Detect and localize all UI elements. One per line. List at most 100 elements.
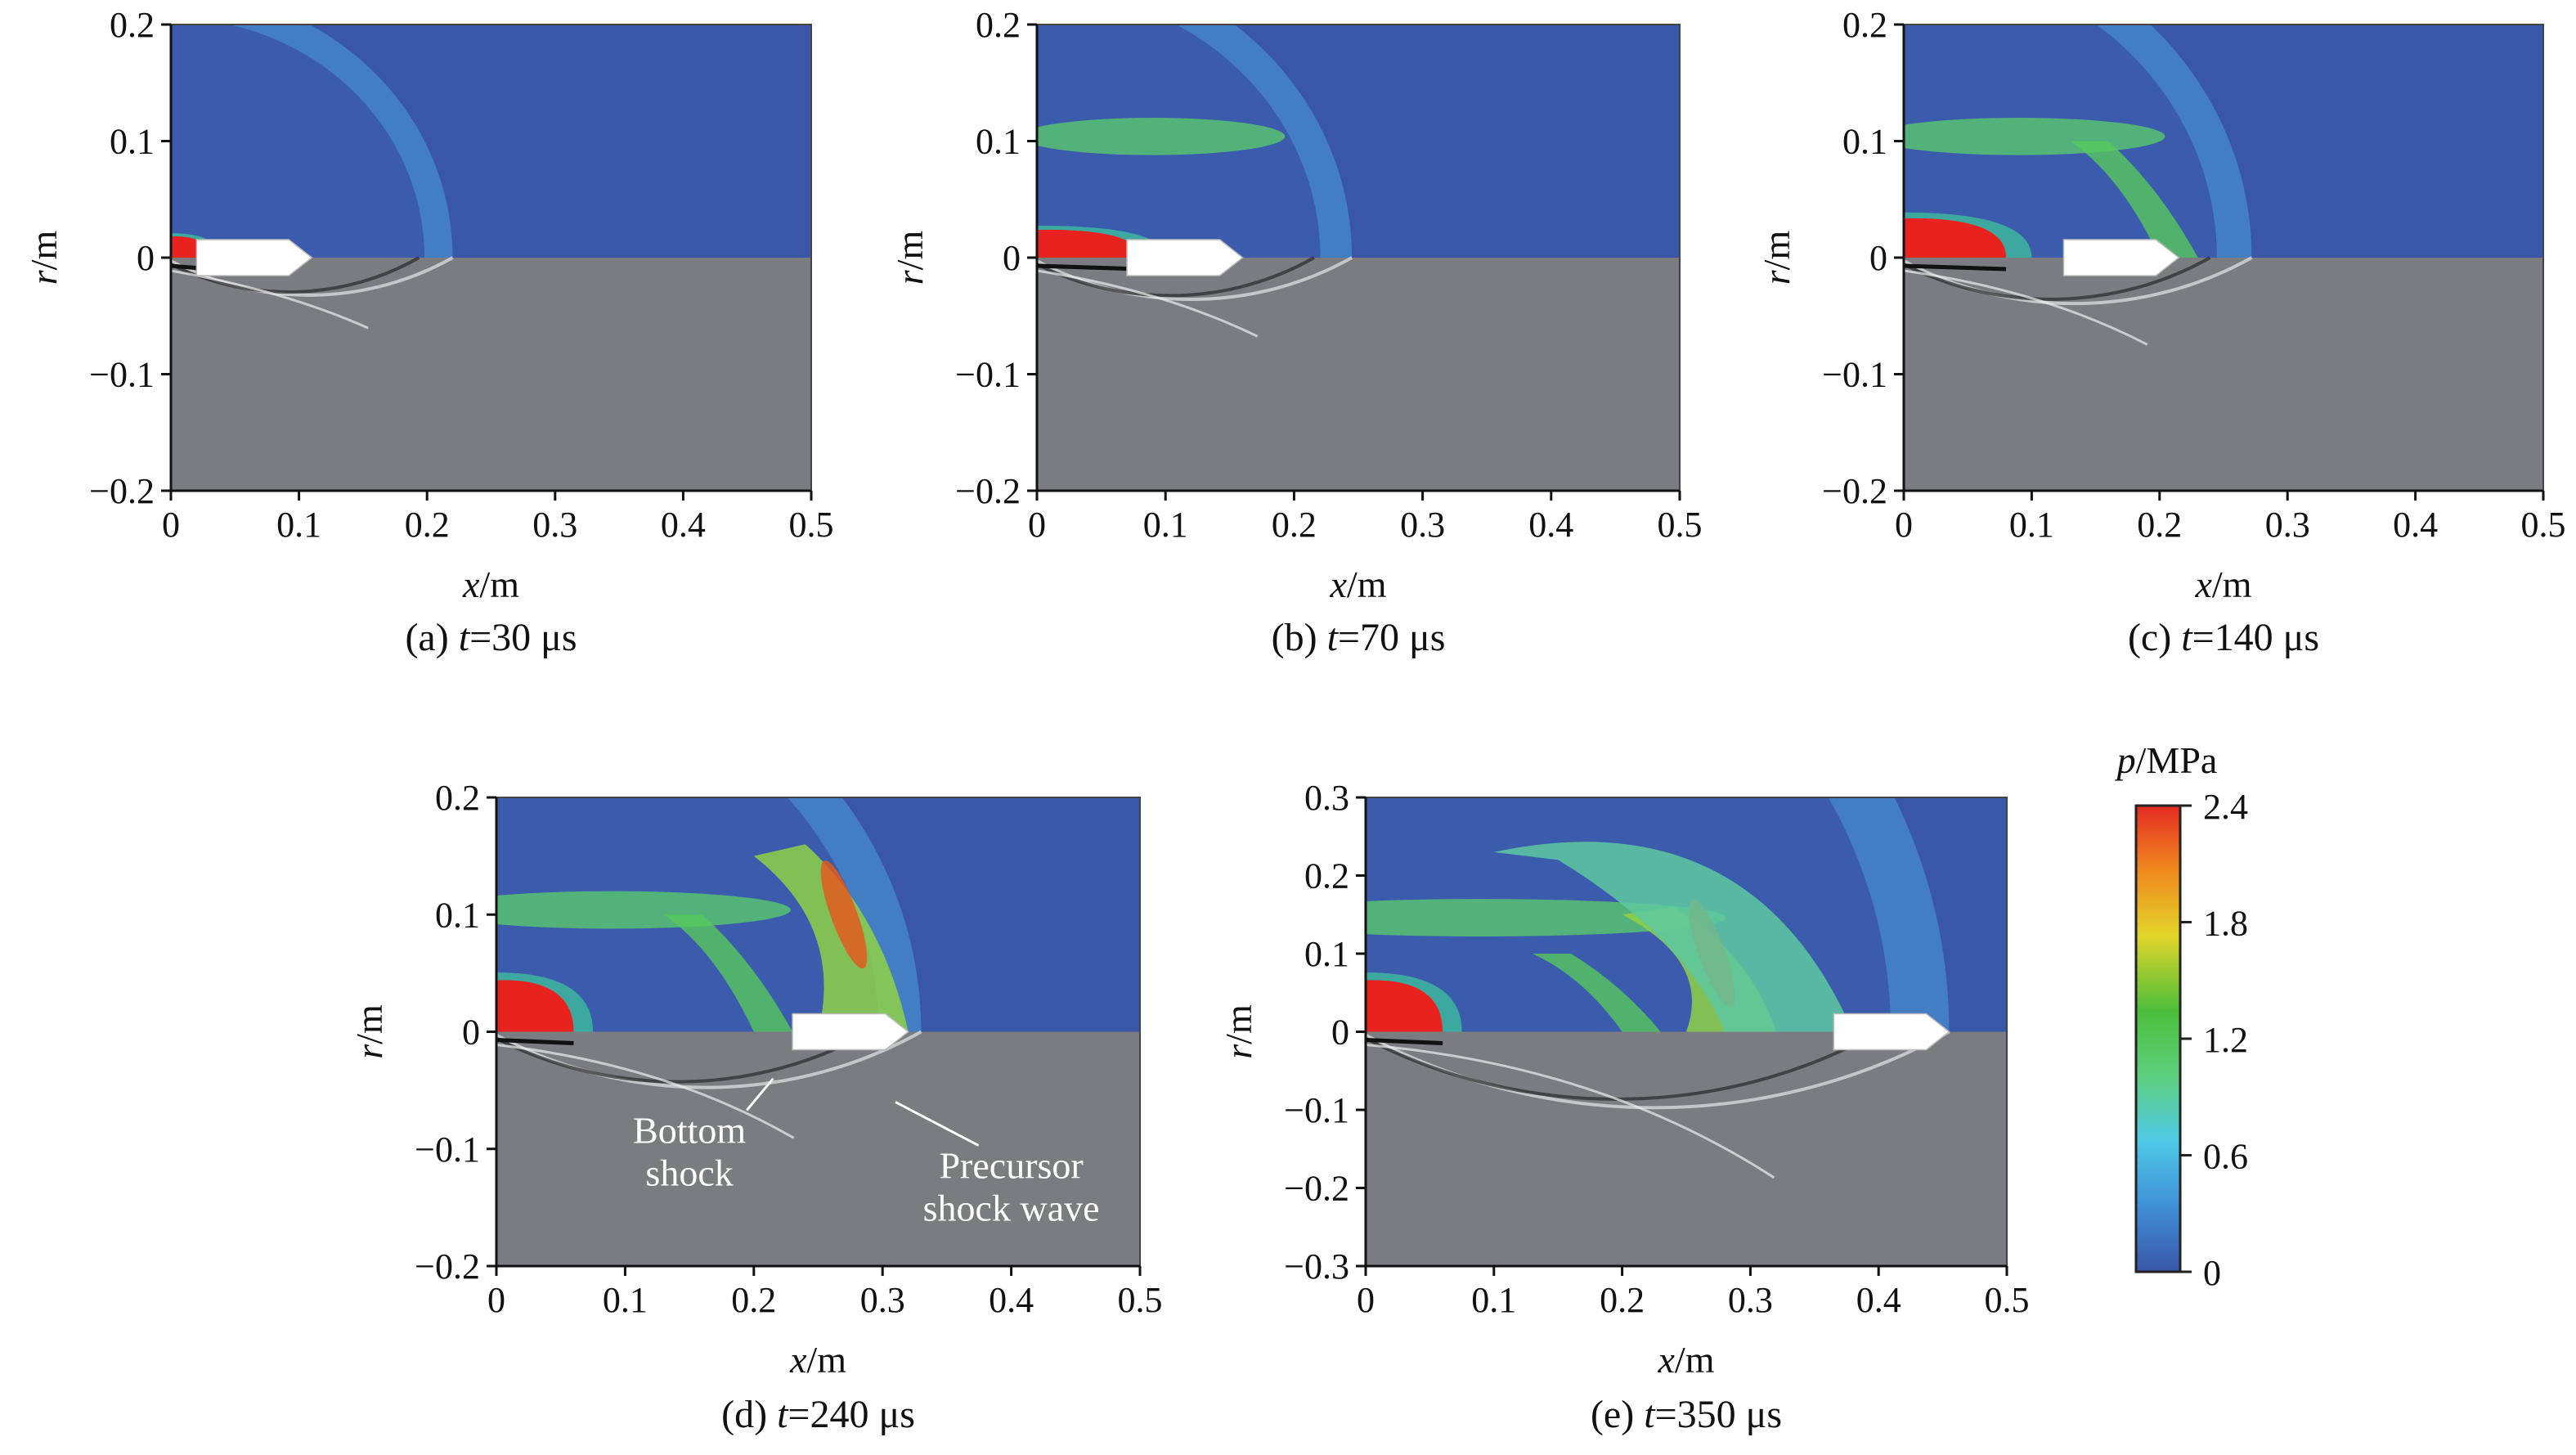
- schlieren-inner: [1037, 269, 1259, 338]
- vortex-arm-strong: [753, 844, 909, 1032]
- colorbar-label: p/MPa: [2115, 739, 2218, 781]
- x-tick-label: 0: [1895, 505, 1913, 545]
- vortex-arm: [1532, 954, 1661, 1032]
- panel-b: 0 0.1 0.2 0.3 0.4 0.5 −0.2 −0.1 0 0.1 0.2 x/m r/m (b)…: [889, 5, 1703, 659]
- schlieren-bottom: [496, 1030, 872, 1084]
- panel-caption: (d) t=240 μs: [721, 1393, 915, 1436]
- annotation-leader: [745, 1077, 774, 1111]
- y-tick-label: −0.2: [1822, 471, 1887, 511]
- panel-d: 0 0.1 0.2 0.3 0.4 0.5 −0.2 −0.1 0 0.1 0.2 x/m r/m (d)…: [348, 778, 1163, 1436]
- y-tick-label: −0.1: [1822, 355, 1887, 395]
- x-axis-label: x/m: [2195, 564, 2252, 605]
- x-tick-label: 0.1: [276, 505, 321, 545]
- schlieren-lines: [1037, 256, 1353, 338]
- schlieren-lines: [1904, 256, 2253, 346]
- schlieren-inner: [1366, 1044, 1775, 1179]
- projectile: [1833, 1013, 1950, 1051]
- y-tick-label: −0.2: [415, 1246, 480, 1287]
- shock-shell-inner: [171, 25, 425, 258]
- x-tick-label: 0.2: [731, 1280, 776, 1320]
- y-tick-label: −0.1: [1284, 1090, 1349, 1130]
- y-tick-label: −0.1: [415, 1129, 480, 1170]
- panel-caption: (b) t=70 μs: [1272, 616, 1446, 659]
- schlieren-lines: [496, 1030, 922, 1139]
- annotation-leader: [895, 1101, 980, 1147]
- panel-caption: (c) t=140 μs: [2128, 616, 2319, 659]
- projectile: [2062, 239, 2180, 276]
- x-tick-label: 0.1: [2009, 505, 2054, 545]
- schlieren-inner: [1904, 269, 2148, 346]
- panel-a: 0 0.1 0.2 0.3 0.4 0.5 −0.2 −0.1 0 0.1 0.2 x/m r/m (a)…: [23, 5, 834, 659]
- blast-cloud: [1493, 842, 1853, 1032]
- colorbar-tick-label: 2.4: [2203, 787, 2248, 827]
- plot-area: [1366, 797, 2007, 1266]
- hot-spot: [820, 860, 868, 969]
- x-tick-label: 0.1: [1471, 1280, 1516, 1320]
- y-tick-label: 0: [1003, 238, 1021, 278]
- x-tick-label: 0.5: [1658, 505, 1703, 545]
- schlieren-jet: [1366, 1038, 1443, 1045]
- x-tick-label: 0.3: [2265, 505, 2310, 545]
- schlieren-jet: [1037, 263, 1140, 272]
- x-tick-label: 0.4: [1528, 505, 1573, 545]
- panel-e: 0 0.1 0.2 0.3 0.4 0.5 −0.3 −0.2 −0.1 0 0.1 0.2 0.3 x/…: [1218, 778, 2030, 1436]
- y-tick-label: 0.2: [435, 778, 480, 818]
- schlieren-lines: [1366, 1030, 1950, 1179]
- x-tick-label: 0.3: [860, 1280, 905, 1320]
- x-tick-label: 0.2: [1600, 1280, 1645, 1320]
- colorbar-scale: [2134, 804, 2182, 1273]
- x-tick-label: 0.5: [1118, 1280, 1163, 1320]
- high-pressure-region: [1904, 218, 2007, 258]
- x-axis-label: x/m: [462, 564, 519, 605]
- x-axis-label: x/m: [1330, 564, 1387, 605]
- plot-area: [1037, 25, 1680, 491]
- schlieren-bottom: [1366, 1030, 1880, 1101]
- high-pressure-region: [1366, 980, 1443, 1032]
- y-tick-label: 0: [1869, 238, 1887, 278]
- plot-area: [171, 25, 811, 491]
- y-tick-label: 0.2: [976, 5, 1021, 45]
- y-tick-label: −0.3: [1284, 1246, 1349, 1287]
- y-axis-label: r/m: [889, 231, 931, 285]
- x-tick-label: 0: [487, 1280, 505, 1320]
- schlieren-jet: [496, 1038, 574, 1045]
- y-axis-label: r/m: [1756, 231, 1797, 285]
- x-tick-label: 0.2: [1272, 505, 1317, 545]
- y-tick-label: −0.1: [89, 355, 155, 395]
- schlieren-bottom: [1904, 256, 2211, 301]
- vortex-arm: [663, 914, 793, 1032]
- panel-caption: (e) t=350 μs: [1591, 1393, 1782, 1436]
- colorbar-tick-label: 1.2: [2203, 1020, 2248, 1060]
- y-tick-label: −0.2: [955, 471, 1021, 511]
- x-tick-label: 0.2: [405, 505, 450, 545]
- y-tick-label: 0: [1331, 1013, 1349, 1053]
- x-tick-label: 0.3: [1728, 1280, 1773, 1320]
- x-tick-label: 0.4: [661, 505, 706, 545]
- y-tick-label: −0.2: [89, 471, 155, 511]
- vortex-ring: [1904, 118, 2165, 155]
- schlieren-field: [496, 1031, 1140, 1266]
- x-tick-label: 0: [1028, 505, 1046, 545]
- x-tick-label: 0.5: [2521, 505, 2566, 545]
- y-tick-label: 0.2: [1842, 5, 1887, 45]
- x-tick-label: 0.2: [2137, 505, 2182, 545]
- annotation-text: Bottom: [633, 1110, 746, 1152]
- schlieren-precursor: [1037, 256, 1353, 302]
- annotation-text: shock: [645, 1152, 733, 1194]
- x-axis-label: x/m: [1658, 1339, 1715, 1381]
- schlieren-field: [171, 258, 811, 491]
- vortex-arm: [2070, 141, 2198, 258]
- y-tick-label: −0.2: [1284, 1169, 1349, 1209]
- vortex-ring: [496, 891, 791, 929]
- x-tick-label: 0.5: [789, 505, 834, 545]
- projectile: [1126, 239, 1244, 276]
- plot-area: [496, 797, 1140, 1266]
- y-tick-label: 0: [137, 238, 155, 278]
- y-tick-label: 0.2: [110, 5, 155, 45]
- y-axis-label: r/m: [1218, 1004, 1259, 1059]
- y-tick-label: 0.1: [435, 895, 480, 935]
- y-axis-label: r/m: [23, 231, 65, 285]
